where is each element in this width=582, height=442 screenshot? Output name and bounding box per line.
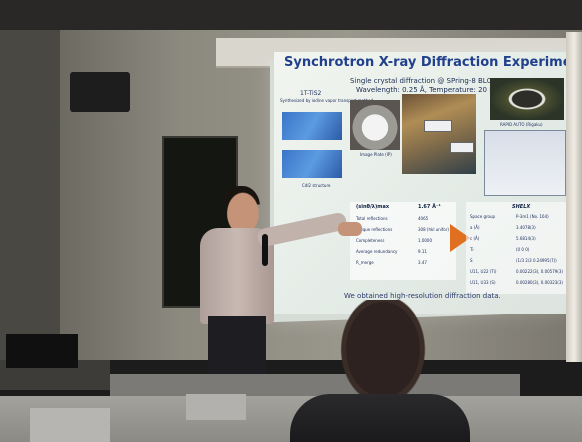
- shelx-row-label: Ti: [470, 247, 474, 252]
- speaker-legs: [208, 316, 266, 382]
- orange-arrow-icon: [450, 224, 470, 252]
- crystal-structure-image-bottom: [282, 150, 342, 178]
- shelx-row-label: U11, U33 (S): [470, 280, 496, 285]
- table-header-value: 1.67 Å⁻¹: [418, 204, 441, 210]
- shelx-row-value: 0.00222(3), 0.00579(3): [516, 269, 563, 274]
- ceiling: [0, 0, 582, 30]
- sample-note: Synthesized by iodine vapor transport me…: [280, 98, 374, 103]
- table-row-label: Unique reflections: [356, 227, 393, 232]
- shelx-row-value: 3.4078(3): [516, 225, 536, 230]
- audience-head: [336, 300, 430, 410]
- shelx-row-value: 0.00280(3), 0.00323(3): [516, 280, 563, 285]
- speaker-head: [222, 186, 260, 232]
- shelx-row-value: 5.6814(3): [516, 236, 536, 241]
- table-row-value: 1.0000: [418, 238, 432, 243]
- shelx-row-value: P-3m1 (No. 164): [516, 214, 549, 219]
- sample-name: 1T-TiS2: [300, 90, 322, 97]
- data-table: (sinθ/λ)max 1.67 Å⁻¹ Total reflections 4…: [350, 202, 456, 280]
- shelx-title: SHELX: [512, 204, 531, 210]
- beamline-label: [424, 120, 452, 132]
- slide-title: Synchrotron X-ray Diffraction Experiment: [284, 55, 582, 70]
- shelx-row-label: Space group: [470, 214, 496, 219]
- shelx-row-value: (1/3 2/3 0.24995(7)): [516, 258, 557, 263]
- left-wall-panel: [0, 30, 60, 360]
- slide: Synchrotron X-ray Diffraction Experiment…: [274, 52, 582, 314]
- speaker-cabinet: [70, 72, 130, 112]
- microphone-icon: [262, 234, 268, 266]
- chair-back: [30, 408, 110, 442]
- chair-back-2: [186, 394, 246, 420]
- shelx-row-value: (0 0 0): [516, 247, 530, 252]
- software-screenshot: [484, 130, 566, 196]
- laptop: [6, 334, 78, 368]
- table-row-value: 4065: [418, 216, 429, 221]
- detector-photo: [350, 100, 400, 150]
- detector-caption: Image Plate (IP): [360, 152, 392, 157]
- shelx-row-label: c (Å): [470, 236, 480, 241]
- table-header-left: (sinθ/λ)max: [356, 204, 390, 210]
- table-row-label: Total reflections: [356, 216, 388, 221]
- crystal-structure-image-top: [282, 112, 342, 140]
- accelerator-photo: [490, 78, 564, 120]
- beamline-photo: [402, 94, 476, 174]
- table-row-label: Completeness: [356, 238, 385, 243]
- shelx-row-label: U11, U22 (Ti): [470, 269, 497, 274]
- slide-conditions: Wavelength: 0.25 Å, Temperature: 20 K: [356, 86, 494, 94]
- shelx-row-label: S: [470, 258, 473, 263]
- table-row-value: 9.11: [418, 249, 427, 254]
- slide-subtitle: Single crystal diffraction @ SPring-8 BL…: [350, 77, 505, 85]
- shelx-table: SHELX Space group P-3m1 (No. 164) a (Å) …: [466, 202, 566, 294]
- table-row-value: 3.47: [418, 260, 427, 265]
- speaker-hand: [338, 222, 362, 236]
- desk-back: [110, 374, 520, 396]
- slide-footer: We obtained high-resolution diffraction …: [344, 292, 501, 300]
- table-row-label: R_merge: [356, 260, 374, 265]
- software-caption: RAPID AUTO (Rigaku): [500, 122, 543, 127]
- audience-shoulders: [290, 394, 470, 442]
- shelx-row-label: a (Å): [470, 225, 480, 230]
- table-row-value: 308 (hkl unifor): [418, 227, 449, 232]
- beamline-label-2: [450, 142, 474, 153]
- screen-pole: [566, 32, 582, 362]
- table-row-label: Average redundancy: [356, 249, 398, 254]
- structure-caption: CdI2 structure: [302, 183, 331, 188]
